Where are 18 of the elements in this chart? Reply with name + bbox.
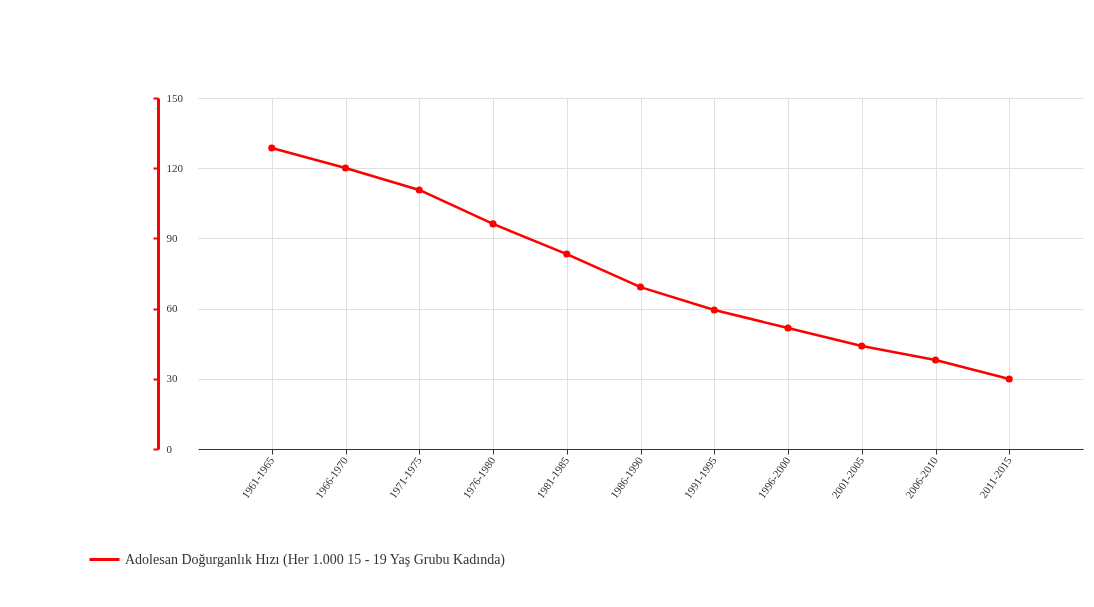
point: [1005, 375, 1013, 383]
point: [563, 250, 571, 258]
point: [489, 220, 497, 228]
point: [784, 324, 792, 332]
y-tick-label: 120: [166, 161, 184, 174]
point: [710, 306, 718, 314]
point: [341, 164, 350, 172]
y-tick-label: 90: [166, 231, 178, 244]
point: [268, 144, 276, 152]
point: [636, 283, 645, 291]
point: [415, 186, 423, 194]
point: [858, 342, 866, 350]
y-tick-label: 150: [166, 91, 184, 104]
legend-label: Adolesan Doğurganlık Hızı (Her 1.000 15 - 19 Yaş Grubu Kadında): [125, 551, 506, 568]
y-tick-label: 60: [166, 302, 178, 315]
y-tick-label: 0: [166, 442, 173, 455]
y-tick-label: 30: [166, 372, 178, 385]
point: [931, 356, 940, 364]
